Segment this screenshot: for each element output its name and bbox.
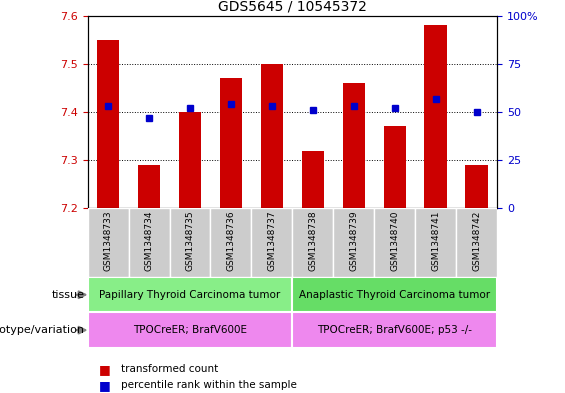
Bar [251,208,293,277]
Bar [293,312,497,348]
Bar [138,165,160,208]
Bar [384,127,406,208]
Bar [457,208,497,277]
Text: GSM1348739: GSM1348739 [349,210,358,271]
Text: Papillary Thyroid Carcinoma tumor: Papillary Thyroid Carcinoma tumor [99,290,281,300]
Text: GSM1348738: GSM1348738 [308,210,318,271]
Bar [424,25,447,208]
Text: GSM1348734: GSM1348734 [145,210,154,271]
Bar [302,151,324,208]
Text: GSM1348740: GSM1348740 [390,210,399,271]
Bar [88,208,129,277]
Bar [374,208,415,277]
Text: ■: ■ [99,378,111,392]
Text: TPOCreER; BrafV600E; p53 -/-: TPOCreER; BrafV600E; p53 -/- [318,325,472,335]
Bar [260,64,283,208]
Text: TPOCreER; BrafV600E: TPOCreER; BrafV600E [133,325,247,335]
Bar [466,165,488,208]
Text: percentile rank within the sample: percentile rank within the sample [121,380,297,390]
Text: GSM1348735: GSM1348735 [185,210,194,271]
Text: GSM1348736: GSM1348736 [227,210,236,271]
Title: GDS5645 / 10545372: GDS5645 / 10545372 [218,0,367,13]
Text: genotype/variation: genotype/variation [0,325,85,335]
Bar [129,208,170,277]
Text: GSM1348741: GSM1348741 [431,210,440,271]
Bar [293,277,497,312]
Bar [97,40,119,208]
Text: transformed count: transformed count [121,364,219,375]
Bar [333,208,374,277]
Bar [88,312,293,348]
Text: GSM1348737: GSM1348737 [267,210,276,271]
Bar [170,208,210,277]
Bar [211,208,251,277]
Bar [415,208,457,277]
Bar [88,277,293,312]
Bar [220,78,242,208]
Text: GSM1348742: GSM1348742 [472,210,481,271]
Bar [293,208,333,277]
Bar [179,112,201,208]
Text: ■: ■ [99,363,111,376]
Text: Anaplastic Thyroid Carcinoma tumor: Anaplastic Thyroid Carcinoma tumor [299,290,490,300]
Text: GSM1348733: GSM1348733 [103,210,112,271]
Bar [342,83,365,208]
Text: tissue: tissue [52,290,85,300]
